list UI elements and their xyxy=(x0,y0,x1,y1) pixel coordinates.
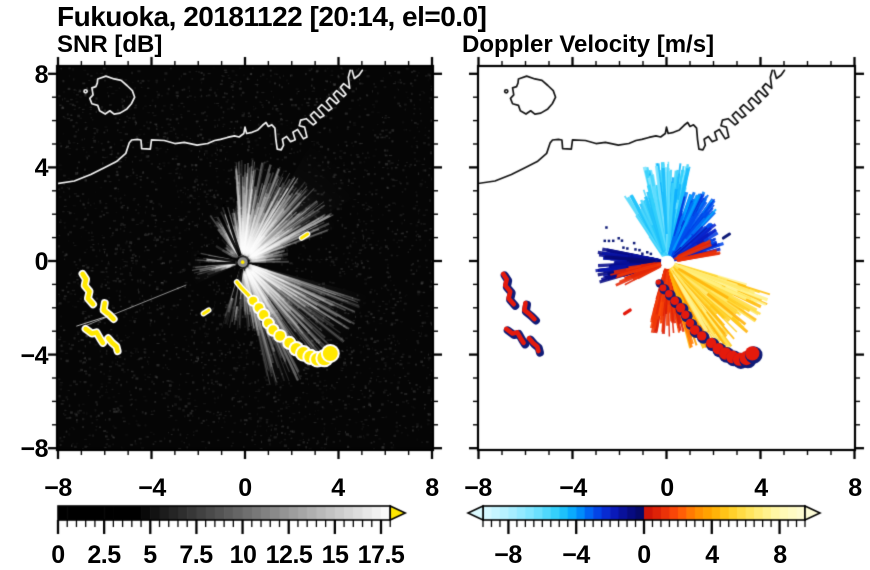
velocity-colorbar-label: 4 xyxy=(705,541,719,569)
x-tick-label: 4 xyxy=(331,474,345,502)
y-tick-label: −8 xyxy=(20,435,48,463)
snr-colorbar-label: 17.5 xyxy=(357,541,405,569)
velocity-colorbar-label: −8 xyxy=(494,541,522,569)
snr-colorbar-label: 10 xyxy=(229,541,257,569)
x-tick-label: 0 xyxy=(238,474,252,502)
x-tick-label: 8 xyxy=(848,474,862,502)
snr-colorbar-label: 2.5 xyxy=(87,541,121,569)
x-tick-label: −4 xyxy=(559,474,587,502)
x-tick-label: 0 xyxy=(660,474,674,502)
figure-title: Fukuoka, 20181122 [20:14, el=0.0] xyxy=(57,1,487,32)
velocity-panel-title: Doppler Velocity [m/s] xyxy=(462,31,715,58)
snr-colorbar-label: 5 xyxy=(143,541,157,569)
y-tick-label: 4 xyxy=(34,154,49,182)
x-tick-label: −8 xyxy=(44,474,72,502)
snr-colorbar-label: 7.5 xyxy=(179,541,213,569)
velocity-colorbar-label: 0 xyxy=(637,541,651,569)
velocity-colorbar-label: 8 xyxy=(773,541,787,569)
snr-colorbar-label: 12.5 xyxy=(265,541,313,569)
snr-panel-title: SNR [dB] xyxy=(57,31,163,58)
snr-colorbar-label: 0 xyxy=(51,541,65,569)
snr-colorbar-label: 15 xyxy=(321,541,349,569)
x-tick-label: −8 xyxy=(464,474,492,502)
y-tick-label: 8 xyxy=(34,61,49,89)
velocity-colorbar-label: −4 xyxy=(562,541,590,569)
x-tick-label: 8 xyxy=(425,474,439,502)
y-tick-label: 0 xyxy=(34,248,49,276)
y-tick-label: −4 xyxy=(20,342,48,370)
x-tick-label: 4 xyxy=(754,474,768,502)
x-tick-label: −4 xyxy=(138,474,166,502)
